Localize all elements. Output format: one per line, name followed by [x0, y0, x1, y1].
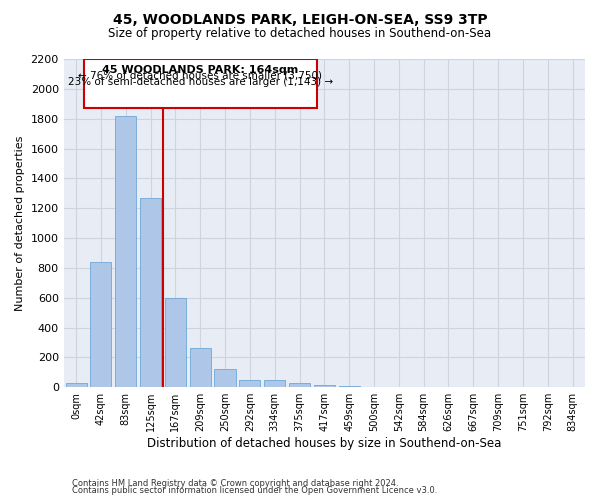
- Polygon shape: [83, 59, 317, 108]
- Text: ← 76% of detached houses are smaller (3,750): ← 76% of detached houses are smaller (3,…: [78, 70, 322, 81]
- Text: Contains public sector information licensed under the Open Government Licence v3: Contains public sector information licen…: [72, 486, 437, 495]
- Bar: [91, 262, 112, 387]
- Bar: [214, 370, 236, 387]
- Bar: [264, 380, 285, 387]
- X-axis label: Distribution of detached houses by size in Southend-on-Sea: Distribution of detached houses by size …: [147, 437, 502, 450]
- Text: Size of property relative to detached houses in Southend-on-Sea: Size of property relative to detached ho…: [109, 28, 491, 40]
- Text: 23% of semi-detached houses are larger (1,143) →: 23% of semi-detached houses are larger (…: [68, 76, 333, 86]
- Bar: [140, 198, 161, 387]
- Bar: [190, 348, 211, 387]
- Text: 45, WOODLANDS PARK, LEIGH-ON-SEA, SS9 3TP: 45, WOODLANDS PARK, LEIGH-ON-SEA, SS9 3T…: [113, 12, 487, 26]
- Bar: [338, 386, 360, 387]
- Text: Contains HM Land Registry data © Crown copyright and database right 2024.: Contains HM Land Registry data © Crown c…: [72, 478, 398, 488]
- Y-axis label: Number of detached properties: Number of detached properties: [15, 136, 25, 311]
- Bar: [165, 298, 186, 387]
- Bar: [314, 385, 335, 387]
- Bar: [65, 384, 86, 387]
- Bar: [289, 384, 310, 387]
- Text: 45 WOODLANDS PARK: 164sqm: 45 WOODLANDS PARK: 164sqm: [102, 64, 298, 74]
- Bar: [115, 116, 136, 387]
- Bar: [239, 380, 260, 387]
